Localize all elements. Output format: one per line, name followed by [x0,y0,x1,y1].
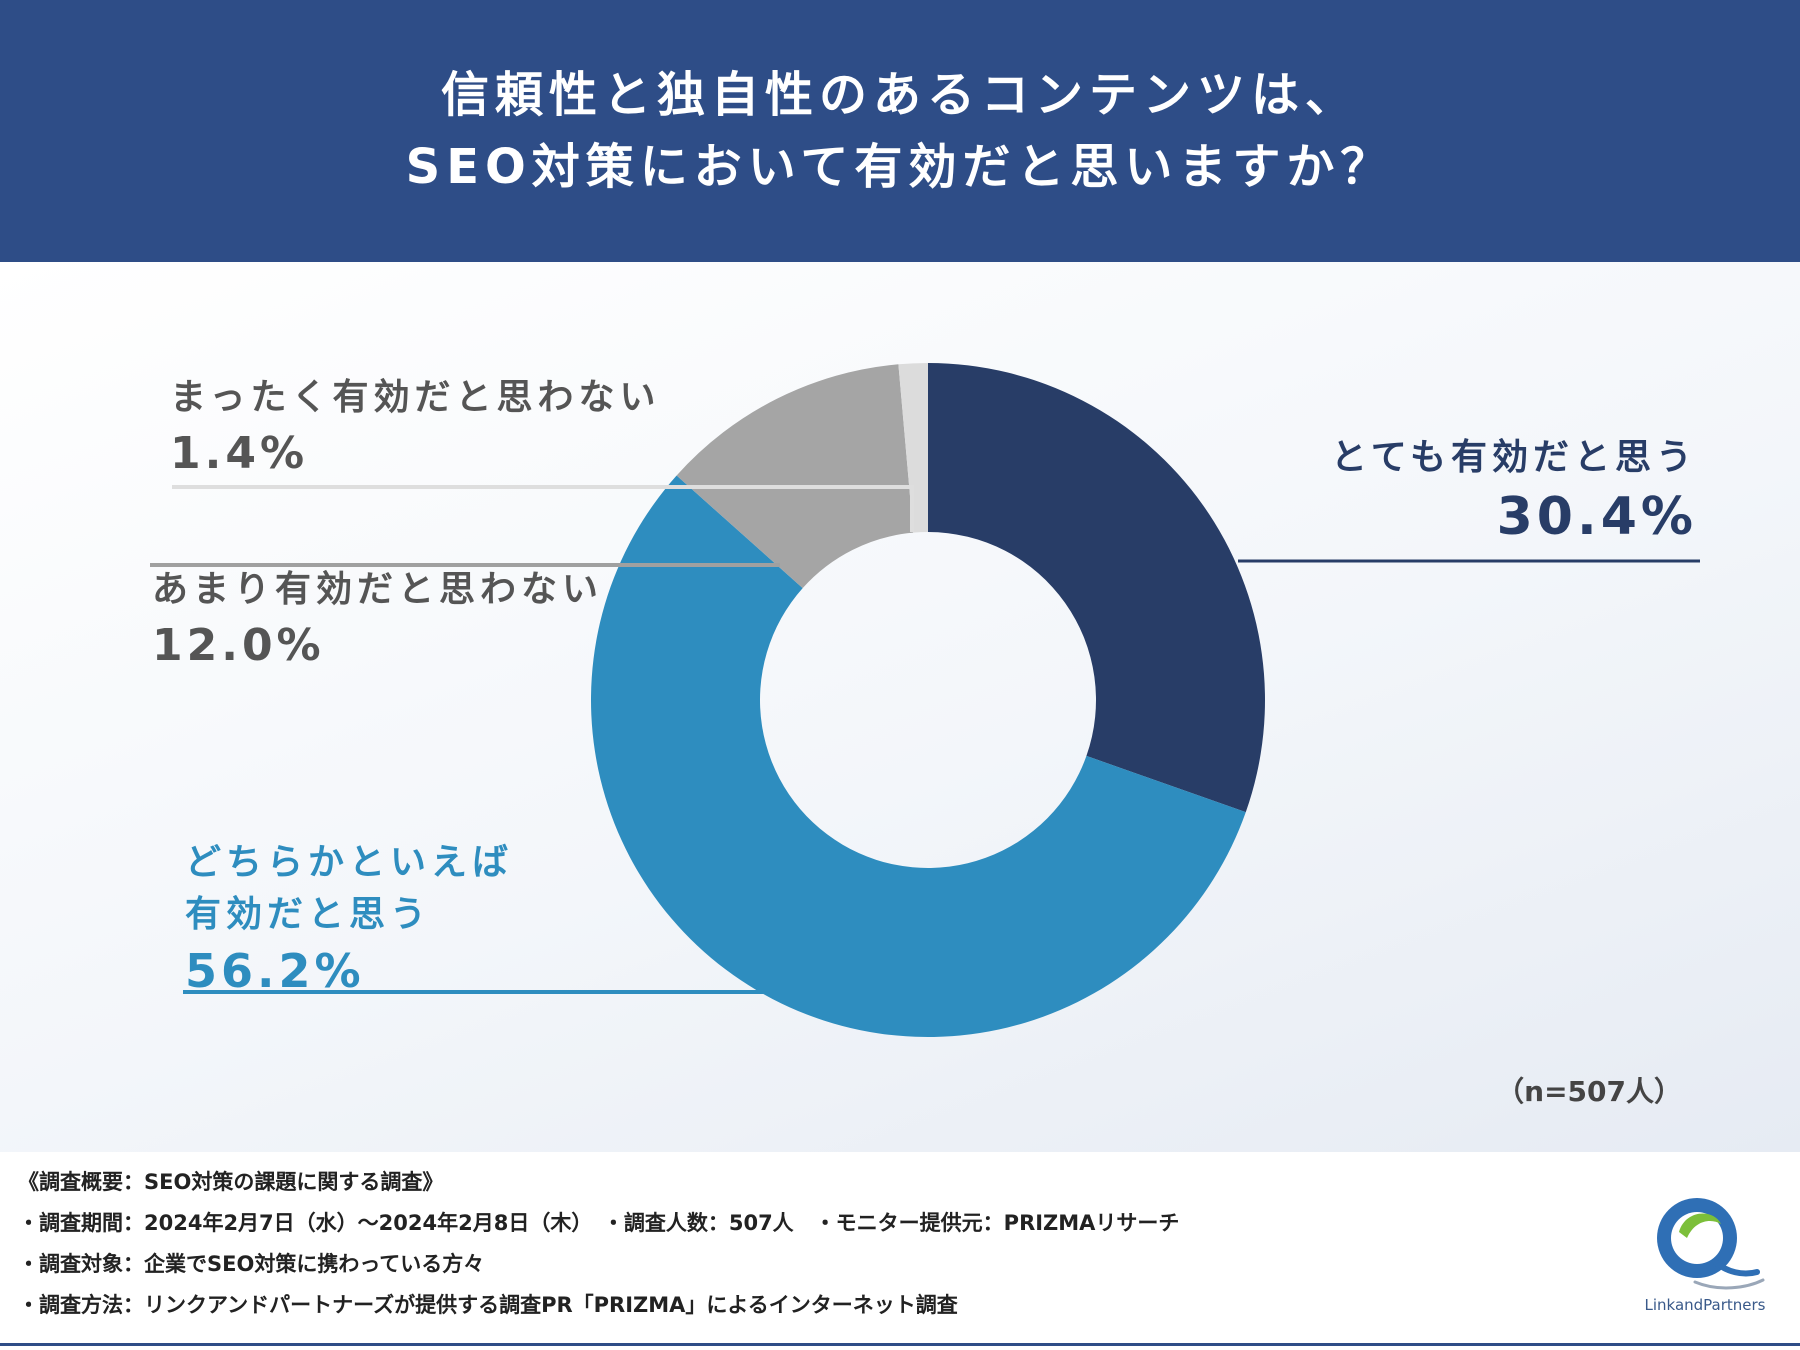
chart-title-line-2: SEO対策において有効だと思いますか？ [405,139,1395,195]
label-very-effective: とても有効だと思う 30.4% [1331,432,1697,550]
survey-method: ・調査方法：リンクアンドパートナーズが提供する調査PR「PRIZMA」によるイン… [18,1293,958,1317]
label-somewhat-effective-name-1: どちらかといえば [185,842,514,883]
survey-details: 《調査概要：SEO対策の課題に関する調査》 ・調査期間：2024年2月7日（水）… [18,1162,1179,1326]
label-very-effective-value: 30.4% [1496,487,1697,547]
chart-title-line-1: 信頼性と独自性のあるコンテンツは、 [440,67,1359,123]
donut-slices [590,363,1265,1037]
label-not-very-effective: あまり有効だと思わない 12.0% [152,564,603,676]
footer-divider [0,1343,1800,1346]
label-very-effective-name: とても有効だと思う [1330,437,1697,478]
label-somewhat-effective-name-2: 有効だと思う [185,894,432,935]
survey-target: ・調査対象：企業でSEO対策に携わっている方々 [18,1252,485,1276]
leader-lines [150,485,1700,994]
label-not-effective-at-all-name: まったく有効だと思わない [170,377,661,418]
logo-text: LinkandPartners [1644,1296,1766,1314]
chart-area: とても有効だと思う 30.4% どちらかといえば 有効だと思う 56.2% あま… [0,262,1800,1152]
survey-overview: 《調査概要：SEO対策の課題に関する調査》 [18,1170,444,1194]
slice-somewhat-effective [590,475,1246,1037]
slice-very-effective [928,363,1265,813]
slice-not-effective-at-all [898,363,928,533]
survey-period: ・調査期間：2024年2月7日（水）～2024年2月8日（木） ・調査人数：50… [18,1211,1180,1235]
slice-not-very-effective [676,364,914,589]
header-banner: 信頼性と独自性のあるコンテンツは、 SEO対策において有効だと思いますか？ [0,0,1800,262]
leader-not-effective-at-all [172,485,914,532]
label-somewhat-effective: どちらかといえば 有効だと思う 56.2% [185,837,513,1001]
survey-footer: 《調査概要：SEO対策の課題に関する調査》 ・調査期間：2024年2月7日（水）… [0,1152,1800,1350]
label-not-very-effective-value: 12.0% [152,620,325,671]
sample-size: （n=507人） [1496,1075,1682,1108]
label-not-very-effective-name: あまり有効だと思わない [152,569,604,610]
label-not-effective-at-all: まったく有効だと思わない 1.4% [170,372,661,484]
label-somewhat-effective-value: 56.2% [185,944,365,998]
label-not-effective-at-all-value: 1.4% [170,428,309,479]
logo-mark-icon [1657,1198,1765,1290]
company-logo: LinkandPartners [1635,1188,1775,1318]
donut-chart [150,363,1700,1037]
